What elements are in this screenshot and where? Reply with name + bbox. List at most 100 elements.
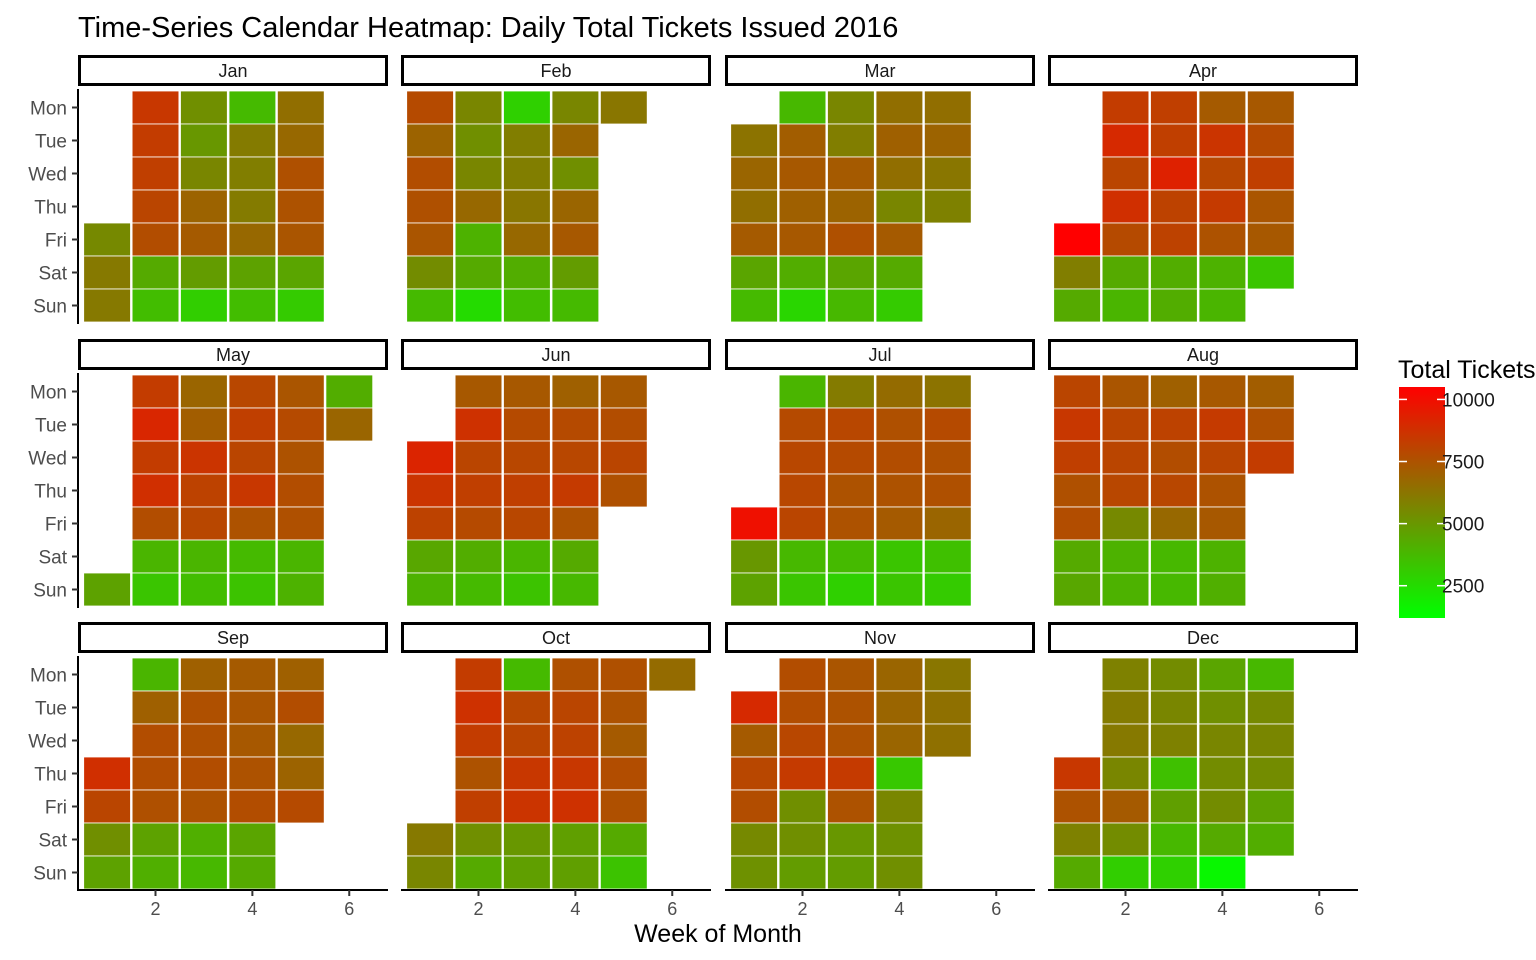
heatmap-cell [1101,440,1150,475]
heatmap-cell [875,789,924,824]
legend-tick-label: 10000 [1442,390,1495,411]
heatmap-cell [131,407,180,442]
heatmap-cell [180,222,228,257]
heatmap-cell [924,440,972,475]
heatmap-cell [1198,222,1247,257]
x-tick-label: 4 [1217,899,1227,919]
heatmap-cell [551,90,600,125]
heatmap-cell [454,572,503,607]
heatmap-cell [730,756,778,791]
heatmap-cell [600,440,648,475]
heatmap-cell [228,407,277,442]
heatmap-cell [875,440,924,475]
heatmap-cell [131,255,180,290]
heatmap-cell [1198,506,1247,541]
heatmap-cell [228,723,277,758]
heatmap-cell [131,723,180,758]
heatmap-cell [827,156,875,191]
heatmap-cell [454,756,503,791]
x-tick-label: 6 [344,899,354,919]
heatmap-cell [406,156,454,191]
heatmap-cell [276,123,325,158]
panel-dec: Dec 2 4 6 [1048,622,1358,919]
heatmap-cell [503,657,551,692]
heatmap-cell [1198,756,1247,791]
heatmap-cell [131,90,180,125]
heatmap-cell [228,473,277,508]
heatmap-cell [276,657,325,692]
heatmap-cell [600,855,648,890]
heatmap-cell [778,156,827,191]
heatmap-cell [1053,473,1101,508]
heatmap-cell [551,123,600,158]
heatmap-cell [1150,189,1198,224]
strip-apr [1048,55,1358,86]
heatmap-cell [454,440,503,475]
heatmap-cell [454,123,503,158]
heatmap-cell [551,506,600,541]
x-tick-label: 2 [473,899,483,919]
heatmap-cell [1150,374,1198,409]
heatmap-cell [228,440,277,475]
weekday-label: Fri [45,231,67,252]
heatmap-cell [1150,822,1198,857]
heatmap-cell [730,822,778,857]
heatmap-cell [131,189,180,224]
heatmap-cell [1150,90,1198,125]
heatmap-cell [276,789,325,824]
heatmap-cell [131,288,180,323]
heatmap-cell [454,189,503,224]
heatmap-cell [875,473,924,508]
heatmap-cell [228,657,277,692]
heatmap-cell [1247,723,1295,758]
heatmap-cell [600,822,648,857]
heatmap-cell [924,90,972,125]
heatmap-cell [1101,473,1150,508]
heatmap-cell [1198,572,1247,607]
heatmap-cell [1247,407,1295,442]
weekday-label: Wed [28,165,67,186]
strip-label: Dec [1187,628,1219,648]
heatmap-cell [131,506,180,541]
heatmap-cell [875,90,924,125]
heatmap-cell [924,473,972,508]
heatmap-cell [454,222,503,257]
heatmap-cell [276,473,325,508]
heatmap-cell [83,756,131,791]
heatmap-cell [1247,657,1295,692]
heatmap-cell [503,255,551,290]
heatmap-cell [131,539,180,574]
heatmap-cell [827,440,875,475]
panel-oct: Oct 2 4 6 [401,622,711,919]
strip-jun [401,339,711,370]
heatmap-cell [503,690,551,725]
heatmap-cell [503,506,551,541]
heatmap-cell [1150,572,1198,607]
heatmap-cell [600,374,648,409]
panel-nov: Nov 2 4 6 [725,622,1035,919]
heatmap-cell [600,657,648,692]
heatmap-cell [276,440,325,475]
heatmap-cell [1101,156,1150,191]
heatmap-cell [1150,506,1198,541]
heatmap-cell [276,255,325,290]
heatmap-cell [228,572,277,607]
heatmap-cell [131,473,180,508]
heatmap-cell [1053,572,1101,607]
heatmap-cell [730,539,778,574]
heatmap-cell [131,156,180,191]
heatmap-cell [1198,156,1247,191]
heatmap-cell [1150,473,1198,508]
heatmap-cell [600,407,648,442]
heatmap-cell [1247,189,1295,224]
heatmap-cell [1053,539,1101,574]
heatmap-cell [454,855,503,890]
heatmap-cell [778,473,827,508]
heatmap-cell [503,288,551,323]
heatmap-cell [551,657,600,692]
heatmap-cell [1198,822,1247,857]
month-panels: Jan Mon Tue Wed Thu Fri Sat Sun Feb Mar Apr May Mon T… [28,55,1358,919]
heatmap-cell [778,189,827,224]
heatmap-cell [325,407,374,442]
heatmap-cell [503,440,551,475]
